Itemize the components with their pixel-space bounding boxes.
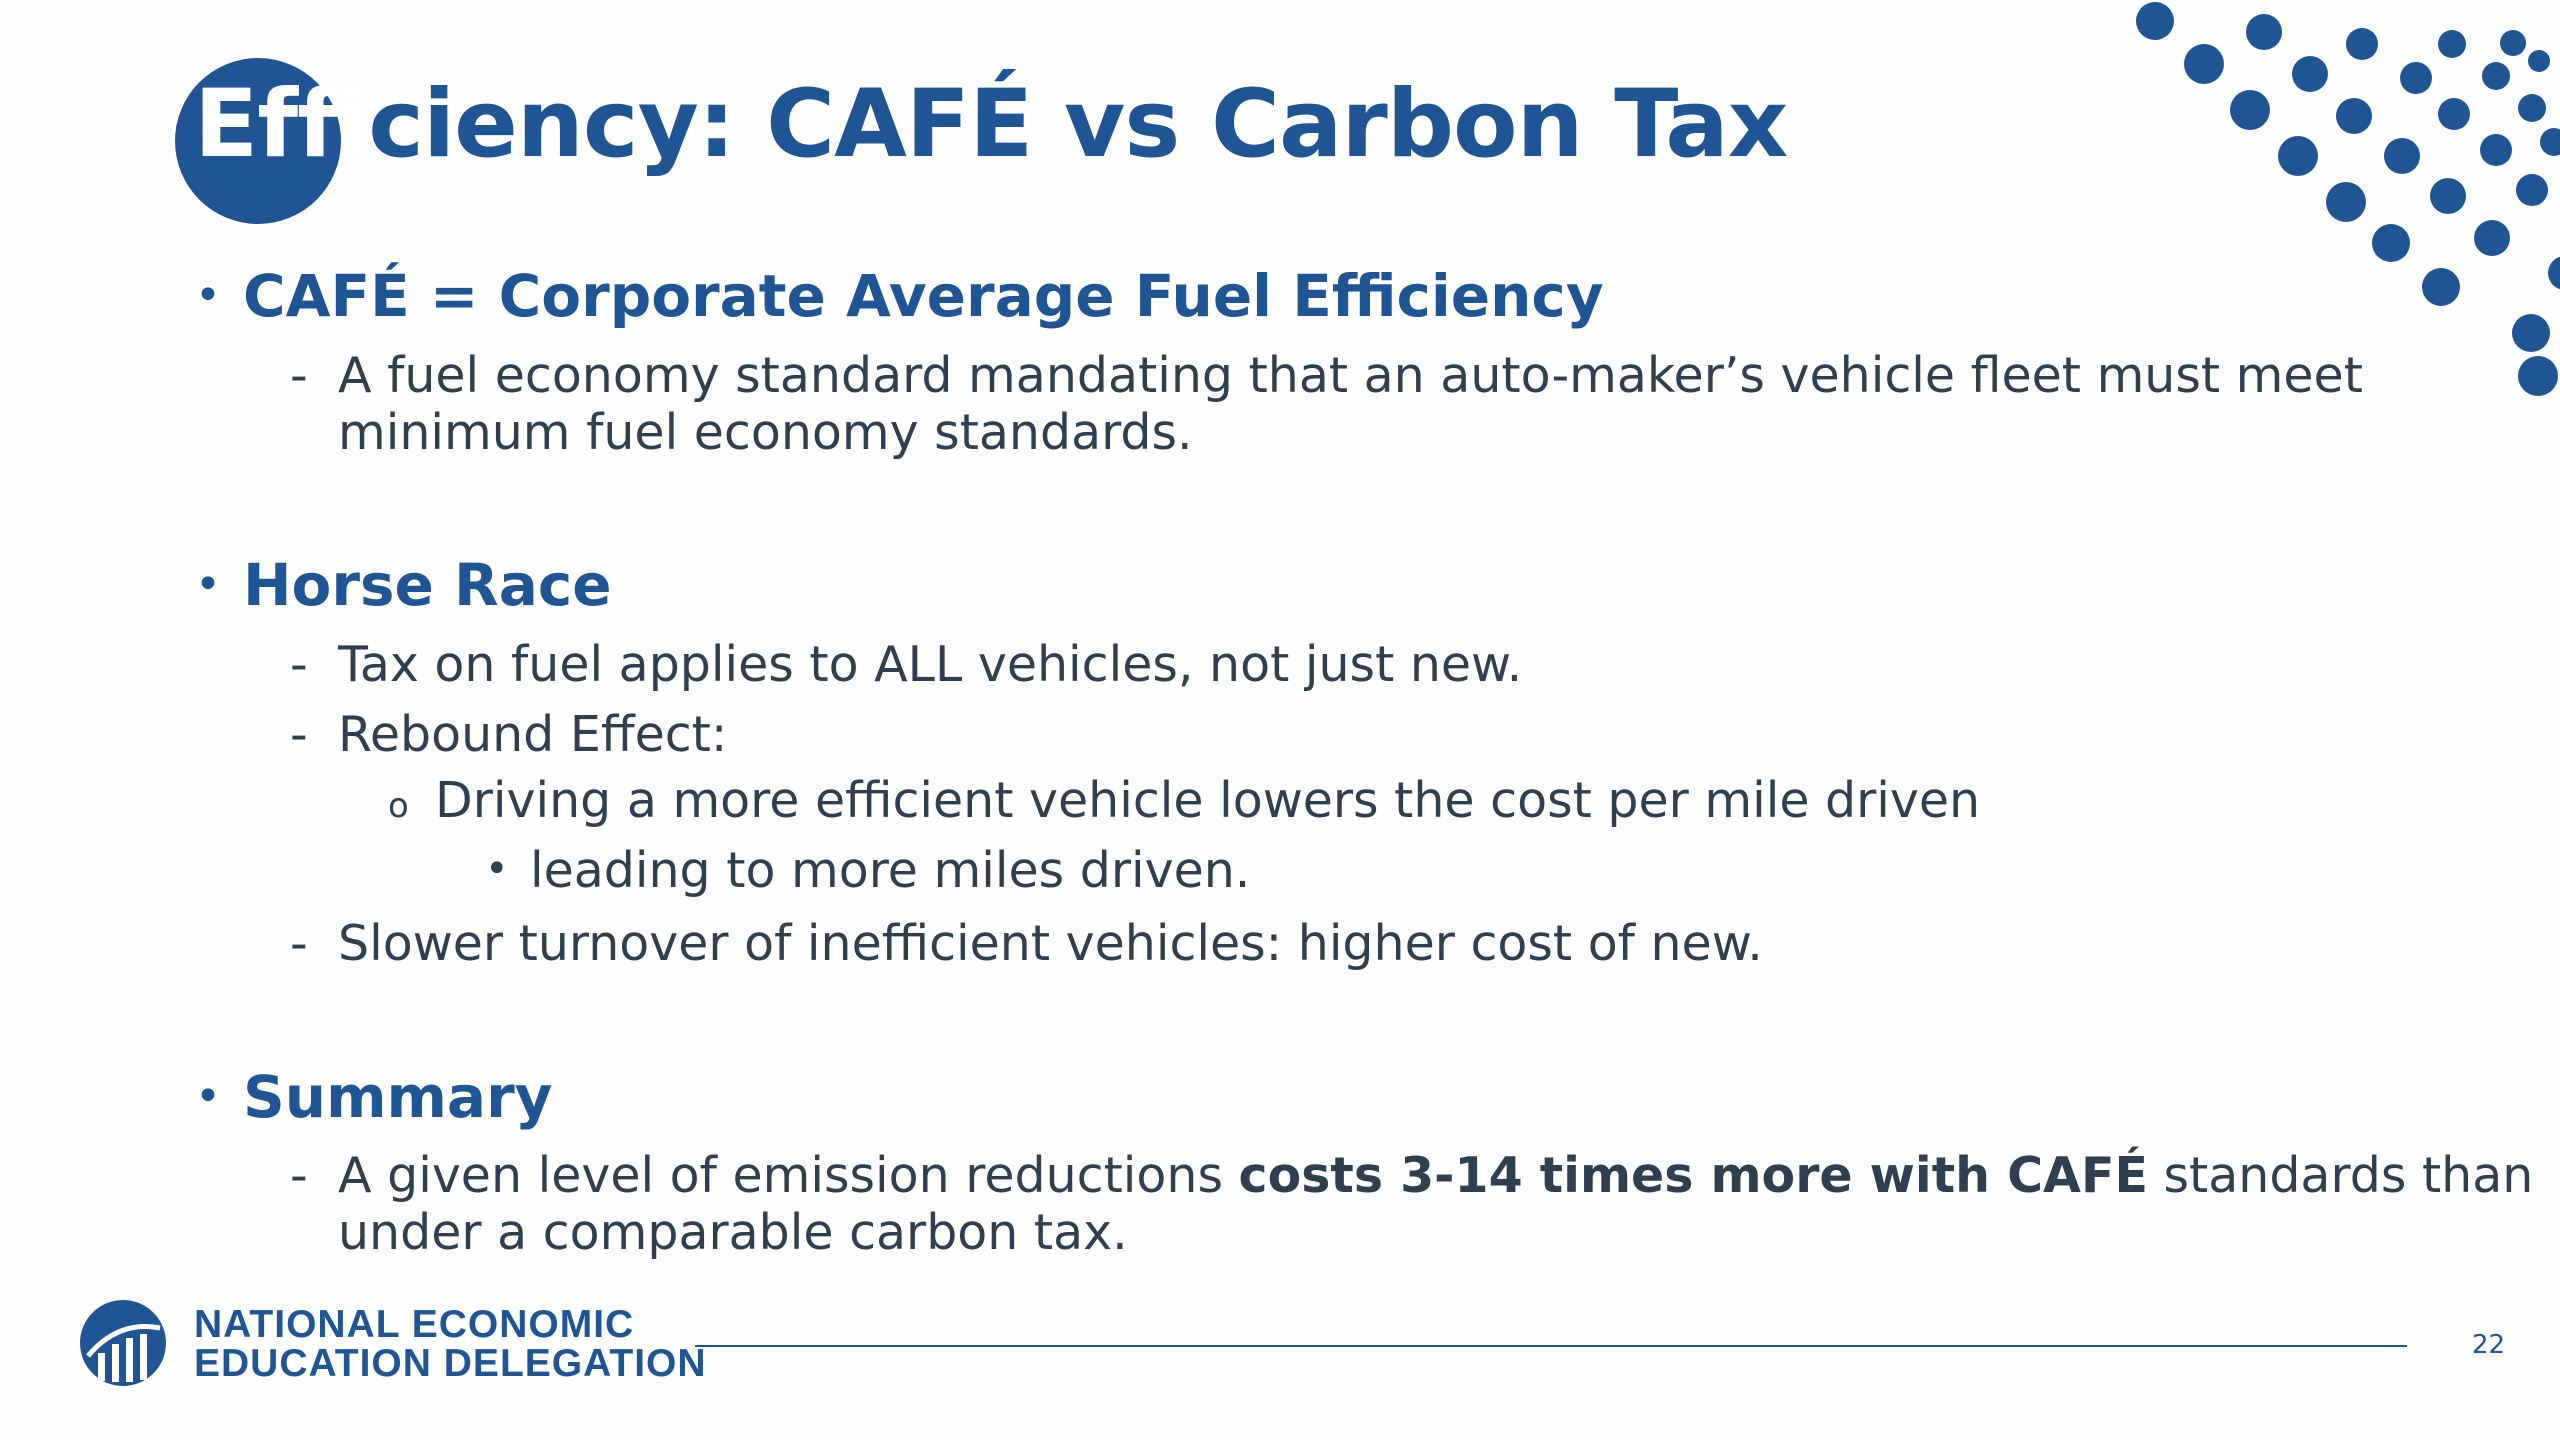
summary-line2: under a comparable carbon tax. <box>338 1204 1128 1261</box>
decor-dot <box>2438 98 2470 130</box>
decor-dot <box>2430 178 2466 214</box>
decor-dot <box>2246 14 2282 50</box>
decor-dot <box>2480 134 2512 166</box>
cafe-definition-line2: minimum fuel economy standards. <box>338 404 1193 461</box>
title-accent-circle <box>175 58 341 224</box>
decor-dot <box>2482 62 2510 90</box>
dash-marker: - <box>290 706 308 763</box>
summary-pre: A given level of emission reductions <box>338 1147 1239 1204</box>
decor-dot <box>2518 356 2558 396</box>
decor-dot <box>2384 138 2420 174</box>
decor-dot <box>2512 314 2550 352</box>
rebound-subsubitem: leading to more miles driven. <box>530 842 1251 899</box>
slide-title: Efficiency: CAFÉ vs Carbon Tax <box>194 70 1788 179</box>
footer-divider <box>695 1345 2407 1347</box>
cafe-definition-line1: A fuel economy standard mandating that a… <box>338 347 2363 404</box>
summary-line1: A given level of emission reductions cos… <box>338 1147 2533 1204</box>
decor-dot <box>2136 2 2174 40</box>
dash-marker: - <box>290 1147 308 1204</box>
decor-dot <box>2278 136 2318 176</box>
decor-dot <box>2548 256 2560 290</box>
dash-marker: - <box>290 915 308 972</box>
summary-post: standards than <box>2147 1147 2534 1204</box>
cafe-definition: A fuel economy standard mandating that a… <box>338 347 2363 461</box>
decor-dot <box>2528 50 2550 72</box>
decor-dot <box>2346 28 2378 60</box>
decor-dot <box>2400 62 2432 94</box>
decor-dot <box>2500 30 2526 56</box>
decor-dot <box>2474 220 2510 256</box>
bullet-marker: • <box>195 270 221 321</box>
section-heading-summary: Summary <box>243 1063 553 1131</box>
title-rest: ciency: CAFÉ vs Carbon Tax <box>368 70 1788 179</box>
title-first-part: Effi <box>194 70 369 179</box>
decor-dot <box>2184 44 2224 84</box>
bullet-marker-small: • <box>485 846 509 892</box>
summary-emphasis: costs 3-14 times more with CAFÉ <box>1238 1147 2148 1204</box>
decor-dot <box>2540 128 2560 156</box>
decor-dot <box>2516 174 2548 206</box>
circle-marker: o <box>388 786 409 826</box>
dash-marker: - <box>290 347 308 404</box>
decor-dot <box>2438 30 2466 58</box>
decor-dot <box>2372 224 2410 262</box>
section-heading-horse-race: Horse Race <box>243 551 612 619</box>
bullet-marker: • <box>195 559 221 610</box>
page-number: 22 <box>2472 1330 2506 1360</box>
fuel-tax-item: Tax on fuel applies to ALL vehicles, not… <box>338 636 1523 693</box>
organization-name: NATIONAL ECONOMIC EDUCATION DELEGATION <box>194 1305 707 1383</box>
decor-dot <box>2230 90 2270 130</box>
org-line1: NATIONAL ECONOMIC <box>194 1303 635 1346</box>
turnover-item: Slower turnover of inefficient vehicles:… <box>338 915 1763 972</box>
decor-dot <box>2422 268 2460 306</box>
decor-dot <box>2326 182 2366 222</box>
org-line2: EDUCATION DELEGATION <box>194 1342 707 1385</box>
rebound-effect-item: Rebound Effect: <box>338 706 728 763</box>
decor-dot <box>2336 98 2372 134</box>
decor-dot <box>2292 56 2328 92</box>
rebound-subitem: Driving a more efficient vehicle lowers … <box>435 772 1981 829</box>
decorative-dot-pattern <box>2100 0 2560 420</box>
summary-item: A given level of emission reductions cos… <box>338 1147 2533 1261</box>
dash-marker: - <box>290 636 308 693</box>
need-logo-icon <box>80 1300 166 1386</box>
decor-dot <box>2518 94 2546 122</box>
section-heading-cafe: CAFÉ = Corporate Average Fuel Efficiency <box>243 262 1604 330</box>
bullet-marker: • <box>195 1071 221 1122</box>
